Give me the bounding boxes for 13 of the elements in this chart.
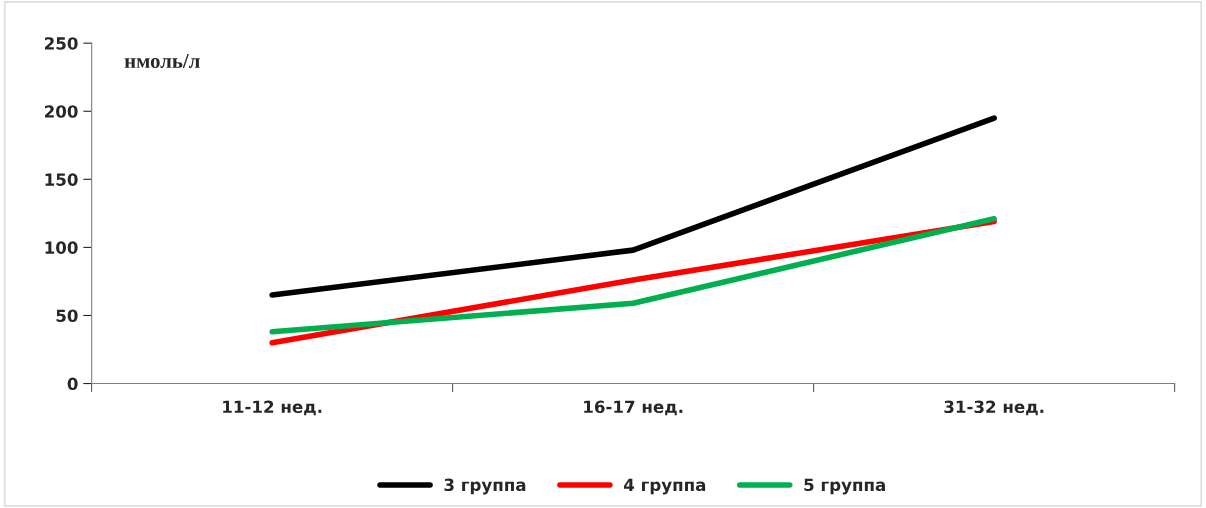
x-tick-label: 16-17 нед.: [584, 400, 683, 416]
y-tick-label: 50: [56, 309, 78, 323]
y-tick-label: 150: [45, 173, 78, 186]
y-tick-label: 100: [45, 241, 78, 254]
legend-label: 5 группа: [804, 478, 885, 495]
legend-label: 3 группа: [444, 478, 526, 495]
x-tick-label: 31-32 нед.: [944, 400, 1044, 416]
y-axis-title: нмоль/л: [124, 54, 200, 69]
y-tick-label: 200: [44, 105, 78, 118]
y-tick-label: 0: [67, 377, 78, 391]
legend-label: 4 группа: [623, 478, 706, 495]
x-tick-label: 11-12 нед.: [223, 400, 322, 416]
y-tick-label: 250: [44, 37, 78, 50]
